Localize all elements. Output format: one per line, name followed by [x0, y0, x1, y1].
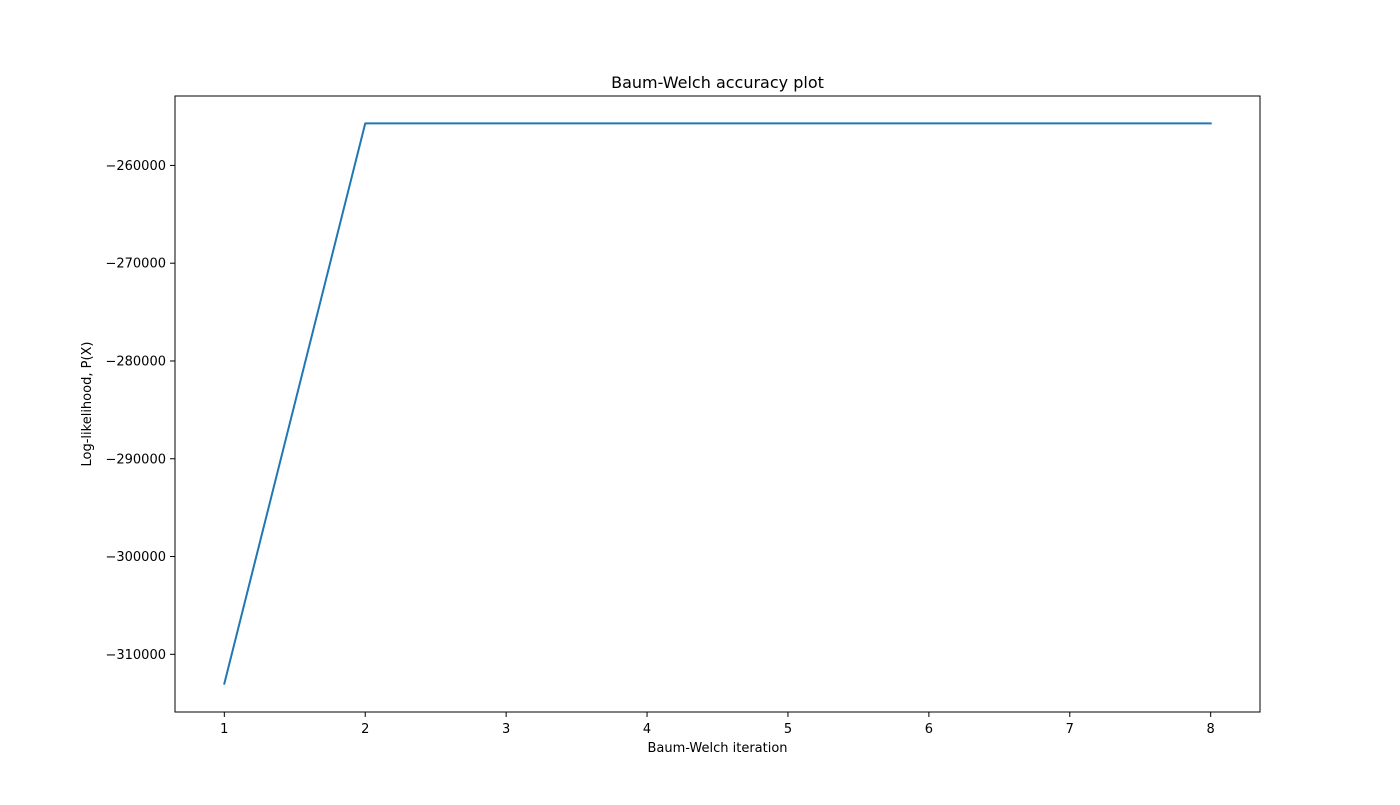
- y-tick-label: −300000: [105, 550, 166, 565]
- chart-title: Baum-Welch accuracy plot: [611, 73, 824, 92]
- x-tick-label: 2: [361, 722, 369, 737]
- x-tick-label: 5: [784, 722, 792, 737]
- x-axis-label: Baum-Welch iteration: [647, 741, 787, 756]
- x-tick-label: 8: [1207, 722, 1215, 737]
- y-tick-label: −310000: [105, 648, 166, 663]
- y-axis-label: Log-likelihood, P(X): [80, 342, 95, 467]
- x-tick-label: 6: [925, 722, 933, 737]
- y-axis-ticks: −310000 −300000 −290000 −280000 −270000 −2600…: [105, 159, 175, 663]
- x-tick-label: 4: [643, 722, 651, 737]
- y-tick-label: −270000: [105, 257, 166, 272]
- plot-frame: [174, 95, 1261, 713]
- series-layer: [223, 122, 1212, 685]
- y-tick-label: −280000: [105, 354, 166, 369]
- y-tick-label: −290000: [105, 452, 166, 467]
- x-axis-ticks: 1 2 3 4 5 6 7 8: [220, 712, 1215, 737]
- plot-area: [175, 96, 1260, 712]
- y-tick-label: −260000: [105, 159, 166, 174]
- x-tick-label: 1: [220, 722, 228, 737]
- x-tick-label: 7: [1066, 722, 1074, 737]
- x-tick-label: 3: [502, 722, 510, 737]
- series-line: [223, 122, 1212, 685]
